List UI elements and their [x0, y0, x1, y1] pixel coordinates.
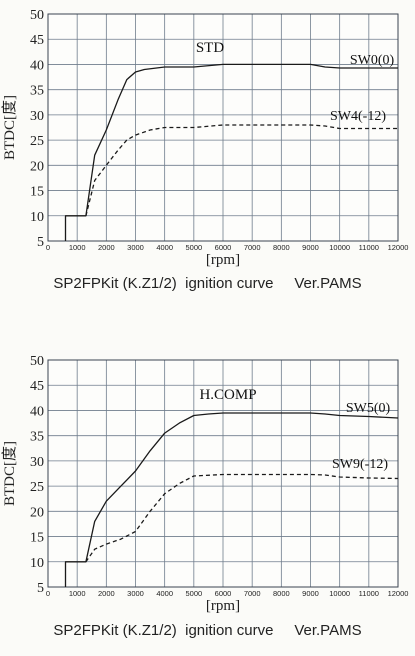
- x-tick-label: 2000: [98, 243, 115, 252]
- y-tick-label: 35: [30, 84, 44, 99]
- y-tick-label: 30: [30, 109, 44, 124]
- series-label: SW4(-12): [330, 109, 386, 124]
- y-tick-label: 50: [30, 354, 44, 369]
- y-axis-label: BTDC[度]: [1, 441, 18, 506]
- y-tick-label: 50: [30, 8, 44, 23]
- y-tick-label: 20: [30, 505, 44, 520]
- x-tick-label: 4000: [156, 589, 173, 598]
- series-label: SW9(-12): [332, 457, 388, 472]
- x-tick-label: 12000: [388, 589, 409, 598]
- y-tick-label: 25: [30, 134, 44, 149]
- y-tick-label: 20: [30, 159, 44, 174]
- caption-bottom: SP2FPKit (K.Z1/2) ignition curve Ver.PAM…: [53, 622, 362, 639]
- y-tick-label: 45: [30, 379, 44, 394]
- chart-title: H.COMP: [199, 387, 256, 403]
- x-tick-label: 5000: [185, 243, 202, 252]
- y-tick-label: 15: [30, 531, 44, 546]
- plot-frame: [47, 13, 399, 242]
- x-tick-label: 10000: [329, 243, 350, 252]
- chart-0: 0 1000 2000 3000 4000 5000 6000 7000 8000 9000 100…: [1, 8, 408, 268]
- x-tick-label: 8000: [273, 589, 290, 598]
- x-tick-label: 7000: [244, 589, 261, 598]
- x-tick-label: 5000: [185, 589, 202, 598]
- y-tick-label: 5: [37, 581, 44, 596]
- x-tick-label: 7000: [244, 243, 261, 252]
- x-axis-label: [rpm]: [206, 598, 240, 614]
- y-tick-label: 25: [30, 480, 44, 495]
- x-tick-label: 3000: [127, 589, 144, 598]
- y-tick-label: 10: [30, 210, 44, 225]
- y-tick-label: 35: [30, 430, 44, 445]
- x-tick-label: 1000: [69, 589, 86, 598]
- x-tick-label: 3000: [127, 243, 144, 252]
- y-tick-label: 40: [30, 404, 44, 419]
- x-tick-label: 2000: [98, 589, 115, 598]
- x-tick-label: 0: [46, 243, 50, 252]
- series-label: SW0(0): [350, 53, 395, 68]
- y-tick-label: 5: [37, 235, 44, 250]
- y-tick-label: 15: [30, 185, 44, 200]
- chart-1: 0 1000 2000 3000 4000 5000 6000 7000 8000 9000 100…: [1, 354, 408, 614]
- x-tick-label: 8000: [273, 243, 290, 252]
- x-tick-label: 6000: [215, 243, 232, 252]
- y-tick-label: 45: [30, 33, 44, 48]
- x-tick-label: 0: [46, 589, 50, 598]
- x-tick-label: 6000: [215, 589, 232, 598]
- y-tick-label: 30: [30, 455, 44, 470]
- series-line-sw4-12: [85, 124, 398, 216]
- x-tick-label: 12000: [388, 243, 409, 252]
- series-line-sw5-0: [64, 412, 399, 587]
- series-label: SW5(0): [346, 401, 391, 416]
- plot-frame: [47, 359, 399, 588]
- chart-title: STD: [196, 40, 225, 56]
- y-tick-label: 10: [30, 556, 44, 571]
- y-axis-label: BTDC[度]: [1, 95, 18, 160]
- caption-top: SP2FPKit (K.Z1/2) ignition curve Ver.PAM…: [53, 275, 362, 292]
- x-tick-label: 10000: [329, 589, 350, 598]
- x-tick-label: 1000: [69, 243, 86, 252]
- x-tick-label: 11000: [359, 589, 379, 598]
- series-line-sw9-12: [85, 473, 399, 563]
- x-axis-label: [rpm]: [206, 252, 240, 268]
- x-tick-label: 4000: [156, 243, 173, 252]
- series-line-sw0-0: [64, 63, 398, 241]
- y-tick-label: 40: [30, 58, 44, 73]
- x-tick-label: 11000: [359, 243, 379, 252]
- x-tick-label: 9000: [302, 589, 319, 598]
- x-tick-label: 9000: [302, 243, 319, 252]
